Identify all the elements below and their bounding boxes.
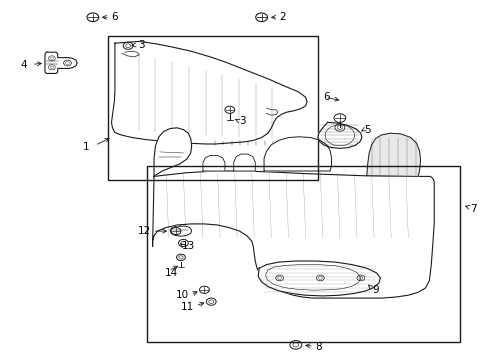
Text: 3: 3 bbox=[138, 40, 144, 50]
Text: 6: 6 bbox=[323, 92, 330, 102]
Polygon shape bbox=[45, 52, 77, 73]
Polygon shape bbox=[152, 171, 433, 298]
Bar bbox=[146, 166, 459, 342]
Text: 11: 11 bbox=[180, 302, 193, 312]
Bar bbox=[107, 36, 317, 180]
Polygon shape bbox=[264, 137, 331, 171]
Text: 6: 6 bbox=[111, 12, 118, 22]
Polygon shape bbox=[170, 226, 191, 236]
Text: 3: 3 bbox=[239, 116, 246, 126]
Text: 2: 2 bbox=[279, 12, 286, 22]
Text: 8: 8 bbox=[315, 342, 322, 352]
Polygon shape bbox=[317, 122, 361, 148]
Polygon shape bbox=[154, 128, 191, 176]
Text: 4: 4 bbox=[20, 60, 27, 70]
Text: 13: 13 bbox=[182, 240, 195, 251]
Polygon shape bbox=[233, 154, 255, 171]
Text: 10: 10 bbox=[175, 290, 188, 300]
Polygon shape bbox=[258, 261, 380, 296]
Text: 12: 12 bbox=[137, 226, 150, 236]
Text: 9: 9 bbox=[372, 285, 379, 295]
Text: 7: 7 bbox=[469, 204, 476, 214]
Text: 14: 14 bbox=[165, 268, 178, 278]
Polygon shape bbox=[366, 133, 420, 176]
Polygon shape bbox=[203, 156, 224, 171]
Text: 1: 1 bbox=[82, 141, 89, 152]
Text: 5: 5 bbox=[364, 125, 370, 135]
